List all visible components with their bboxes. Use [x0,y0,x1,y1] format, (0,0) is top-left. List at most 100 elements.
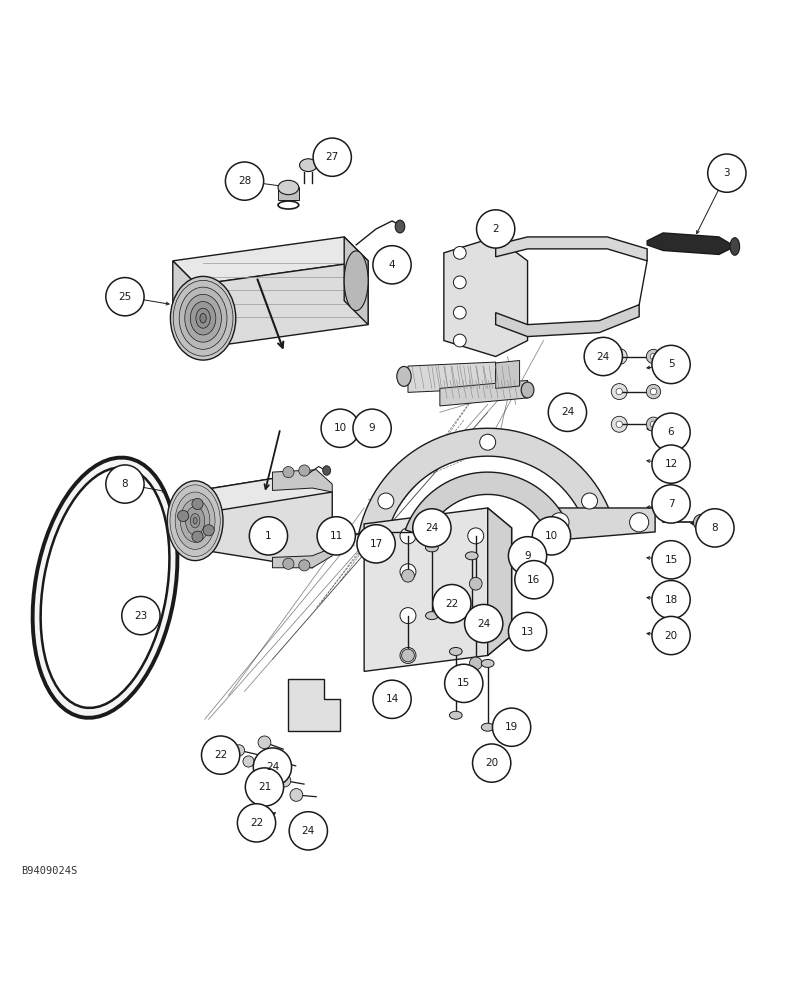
Polygon shape [444,237,527,357]
Circle shape [584,337,622,376]
Ellipse shape [466,620,478,628]
Text: 22: 22 [250,818,263,828]
Text: 21: 21 [258,782,271,792]
Circle shape [652,413,690,451]
Ellipse shape [482,659,494,667]
Ellipse shape [299,159,317,172]
Circle shape [470,657,482,670]
Ellipse shape [190,301,216,335]
Text: 10: 10 [334,423,346,433]
Circle shape [402,649,414,662]
Circle shape [454,276,466,289]
Circle shape [238,804,276,842]
Circle shape [470,577,482,590]
Text: 7: 7 [668,499,674,509]
Polygon shape [496,360,519,388]
Circle shape [611,384,627,400]
Text: 10: 10 [545,531,558,541]
Circle shape [278,774,290,787]
Ellipse shape [391,264,406,282]
Circle shape [203,525,214,536]
Ellipse shape [175,492,215,549]
Text: 28: 28 [238,176,251,186]
Text: 24: 24 [302,826,315,836]
Circle shape [178,510,189,522]
Polygon shape [189,472,332,568]
Ellipse shape [196,308,210,328]
Circle shape [515,561,553,599]
Text: 13: 13 [521,627,534,637]
Circle shape [646,349,661,364]
Ellipse shape [466,552,478,560]
Circle shape [480,434,496,450]
Polygon shape [273,548,332,568]
Circle shape [400,564,416,580]
Text: 23: 23 [134,611,147,621]
Circle shape [254,748,291,786]
Polygon shape [197,261,368,349]
Circle shape [652,485,690,523]
Circle shape [616,388,622,395]
Text: 18: 18 [665,595,678,605]
Circle shape [400,647,416,663]
Polygon shape [647,233,735,254]
Text: 8: 8 [711,523,718,533]
Circle shape [433,585,471,623]
Ellipse shape [397,366,411,386]
Polygon shape [440,380,527,406]
Circle shape [548,393,586,431]
Ellipse shape [46,474,163,701]
Text: 11: 11 [330,531,343,541]
Ellipse shape [200,313,206,323]
Text: 15: 15 [457,678,470,688]
Circle shape [493,708,530,746]
Circle shape [652,581,690,619]
Circle shape [289,812,327,850]
Circle shape [413,509,451,547]
Circle shape [646,417,661,431]
Ellipse shape [395,220,405,233]
Circle shape [243,756,254,767]
Circle shape [192,531,203,542]
Circle shape [454,334,466,347]
Ellipse shape [41,467,170,708]
Ellipse shape [344,251,368,311]
Polygon shape [288,679,340,731]
Polygon shape [408,362,496,392]
Circle shape [373,246,411,284]
Circle shape [652,445,690,483]
Text: 8: 8 [122,479,128,489]
Circle shape [698,519,705,526]
Circle shape [373,680,411,718]
Polygon shape [278,187,298,200]
Circle shape [611,416,627,432]
Text: 17: 17 [370,539,382,549]
Circle shape [298,560,310,571]
Circle shape [652,541,690,579]
Circle shape [477,210,515,248]
Polygon shape [496,305,639,337]
Text: 20: 20 [665,631,678,641]
Text: 27: 27 [326,152,339,162]
Circle shape [290,789,302,801]
Polygon shape [189,472,332,512]
Ellipse shape [33,458,178,718]
Text: 24: 24 [426,523,438,533]
Text: 19: 19 [505,722,518,732]
Circle shape [234,745,245,756]
Polygon shape [173,261,197,349]
Circle shape [696,509,734,547]
Text: 24: 24 [597,352,610,361]
Text: 16: 16 [527,575,541,585]
Ellipse shape [180,499,210,542]
Circle shape [454,246,466,259]
Circle shape [357,525,395,563]
Ellipse shape [322,466,330,475]
Text: 1: 1 [265,531,272,541]
Circle shape [283,467,294,478]
Polygon shape [488,508,512,655]
Text: 4: 4 [389,260,395,270]
Text: 6: 6 [668,427,674,437]
Text: 5: 5 [668,359,674,369]
Ellipse shape [173,280,233,356]
